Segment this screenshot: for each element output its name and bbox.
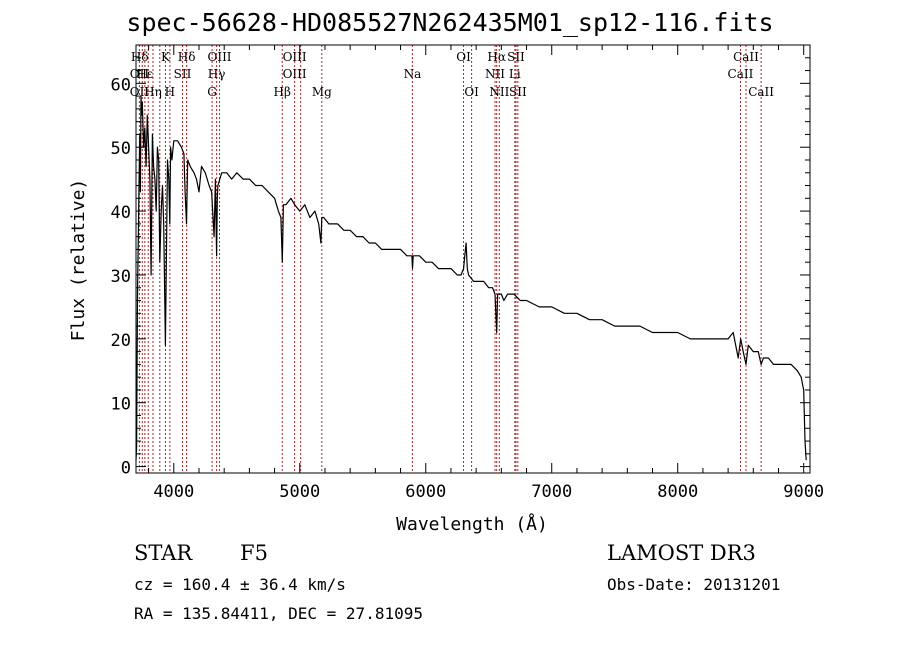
marker-label: OIII [283, 50, 307, 64]
marker-label: OII [130, 85, 150, 99]
marker-label: Hγ [208, 67, 226, 81]
plot-frame [135, 44, 811, 474]
chart-title: spec-56628-HD085527N262435M01_sp12-116.f… [126, 8, 774, 37]
x-tick-label: 7000 [531, 482, 572, 502]
marker-label: Hβ [274, 85, 291, 99]
x-axis-label: Wavelength (Å) [396, 513, 548, 535]
ra-dec: RA = 135.84411, DEC = 27.81095 [134, 604, 423, 623]
marker-label: Hε [136, 67, 153, 81]
marker-label: CaII [728, 67, 754, 81]
marker-label: OI [456, 50, 471, 64]
marker-label: NII [485, 67, 505, 81]
y-axis-label: Flux (relative) [68, 179, 89, 342]
x-tick-label: 4000 [153, 482, 194, 502]
marker-label: SII [509, 85, 527, 99]
marker-label: OIII [207, 50, 231, 64]
marker-label: Hα [487, 50, 506, 64]
redshift-cz: cz = 160.4 ± 36.4 km/s [134, 575, 346, 594]
y-tick-label: 20 [111, 331, 131, 351]
y-tick-label: 0 [121, 459, 131, 479]
y-tick-label: 60 [111, 75, 131, 95]
y-tick-label: 50 [111, 139, 131, 159]
y-tick-label: 40 [111, 203, 131, 223]
object-subclass: F5 [240, 541, 268, 565]
axis-ticks: 4000 5000 6000 7000 8000 9000 0 10 20 30 40 50 60 [111, 45, 824, 502]
marker-label: SII [174, 67, 192, 81]
x-tick-label: 6000 [405, 482, 446, 502]
marker-label: CaII [733, 50, 759, 64]
marker-label: Hδ [131, 50, 149, 64]
marker-label: Na [404, 67, 422, 81]
marker-label: OIII [283, 67, 307, 81]
marker-label: CaII [748, 85, 774, 99]
object-class: STAR [134, 541, 193, 565]
marker-label: OI [464, 85, 479, 99]
y-tick-label: 30 [111, 267, 131, 287]
x-tick-label: 9000 [783, 482, 824, 502]
marker-label: K [161, 50, 171, 64]
spectrum-line [135, 95, 807, 461]
y-tick-label: 10 [111, 395, 131, 415]
marker-label: H [165, 85, 175, 99]
x-tick-label: 8000 [657, 482, 698, 502]
marker-label: OII [130, 67, 150, 81]
marker-label: Hη [144, 85, 162, 99]
marker-label: Mg [312, 85, 332, 99]
marker-label: Hδ [178, 50, 196, 64]
marker-label: Li [509, 67, 521, 81]
x-tick-label: 5000 [279, 482, 320, 502]
axes-frame [135, 44, 811, 474]
marker-label: SII [507, 50, 525, 64]
spectrum-series [135, 95, 807, 461]
spectral-line-markers [138, 45, 762, 473]
observation-date: Obs-Date: 20131201 [607, 575, 781, 594]
survey-name: LAMOST DR3 [607, 541, 756, 565]
marker-label: NII [489, 85, 509, 99]
marker-label: G [207, 85, 217, 99]
